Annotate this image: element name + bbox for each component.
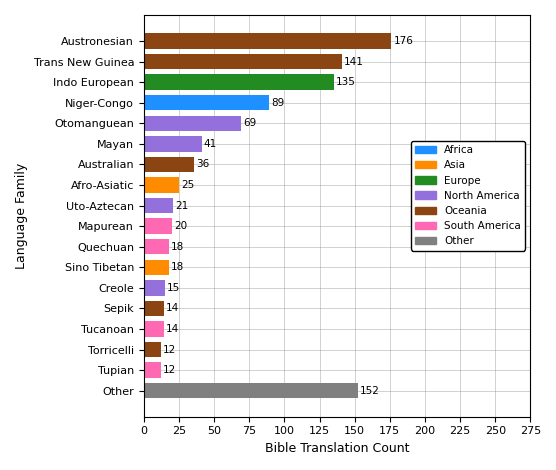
Bar	[144, 219, 172, 234]
Bar	[144, 259, 169, 275]
Text: 41: 41	[203, 139, 217, 149]
Bar	[144, 116, 241, 131]
Bar	[144, 383, 358, 399]
Bar	[144, 136, 201, 151]
Bar	[144, 33, 391, 49]
Text: 25: 25	[181, 180, 195, 190]
Text: 14: 14	[166, 304, 179, 313]
Bar	[144, 301, 163, 316]
Text: 69: 69	[243, 118, 256, 128]
Text: 89: 89	[271, 98, 284, 108]
Text: 141: 141	[344, 56, 364, 67]
Bar	[144, 157, 195, 172]
Text: 15: 15	[167, 283, 180, 293]
Bar	[144, 239, 169, 254]
Bar	[144, 54, 342, 69]
Bar	[144, 95, 269, 110]
Bar	[144, 342, 161, 357]
Text: 152: 152	[360, 386, 380, 396]
Text: 18: 18	[171, 242, 185, 252]
Bar	[144, 198, 173, 213]
Text: 135: 135	[336, 77, 356, 87]
Text: 20: 20	[174, 221, 187, 231]
Text: 14: 14	[166, 324, 179, 334]
Legend: Africa, Asia, Europe, North America, Oceania, South America, Other: Africa, Asia, Europe, North America, Oce…	[411, 141, 525, 251]
Bar	[144, 177, 179, 193]
Y-axis label: Language Family: Language Family	[15, 163, 28, 269]
Bar	[144, 74, 334, 90]
Bar	[144, 362, 161, 378]
Text: 12: 12	[163, 365, 176, 375]
Text: 12: 12	[163, 345, 176, 354]
Text: 18: 18	[171, 262, 185, 272]
Text: 36: 36	[197, 159, 210, 169]
Text: 21: 21	[176, 201, 189, 211]
Text: 176: 176	[393, 36, 413, 46]
X-axis label: Bible Translation Count: Bible Translation Count	[265, 442, 409, 455]
Bar	[144, 280, 165, 296]
Bar	[144, 321, 163, 337]
